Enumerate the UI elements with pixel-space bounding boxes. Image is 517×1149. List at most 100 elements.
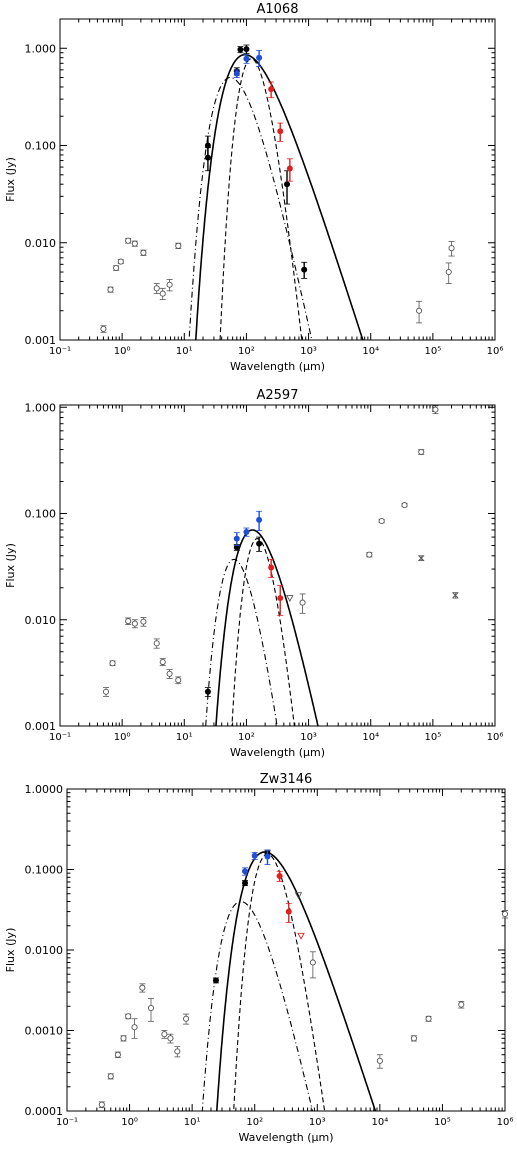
data-point <box>301 266 308 273</box>
x-tick-label: 10⁴ <box>362 732 379 743</box>
data-point <box>242 879 249 886</box>
data-point <box>268 564 275 571</box>
y-tick-label: 1.0000 <box>25 783 64 796</box>
data-point <box>153 640 160 647</box>
chart-title: Zw3146 <box>260 772 313 787</box>
data-point <box>401 502 408 509</box>
x-axis-label: Wavelength (μm) <box>230 746 325 759</box>
y-axis-label: Flux (Jy) <box>4 928 17 973</box>
data-point <box>432 406 439 413</box>
x-tick-label: 10⁶ <box>487 346 504 357</box>
data-point <box>299 599 306 606</box>
y-tick-label: 0.100 <box>25 508 57 521</box>
data-point <box>175 242 182 249</box>
data-point <box>237 46 244 53</box>
data-point <box>425 1015 432 1022</box>
plot-frame <box>59 404 496 727</box>
data-point <box>125 237 132 244</box>
plot-frame <box>59 18 496 341</box>
data-point <box>107 1073 114 1080</box>
x-tick-label: 10¹ <box>184 1117 201 1128</box>
x-tick-label: 10¹ <box>176 346 193 357</box>
data-point <box>233 535 240 542</box>
data-point <box>366 551 373 558</box>
data-point <box>125 618 132 625</box>
data-point <box>174 1048 181 1055</box>
data-point <box>140 618 147 625</box>
y-axis-label: Flux (Jy) <box>4 157 17 202</box>
y-axis-label: Flux (Jy) <box>4 543 17 588</box>
x-tick-label: 10² <box>238 346 255 357</box>
y-tick-label: 0.010 <box>25 237 57 250</box>
x-tick-label: 10⁻¹ <box>49 346 71 357</box>
y-tick-label: 0.1000 <box>25 864 64 877</box>
data-point <box>251 852 258 859</box>
data-point <box>233 70 240 77</box>
data-point <box>268 86 275 93</box>
data-point <box>378 517 385 525</box>
data-point <box>107 286 114 293</box>
solid-model-curve <box>215 851 377 1111</box>
y-tick-label: 0.100 <box>25 140 57 153</box>
data-point <box>418 448 425 455</box>
data-point <box>452 592 459 599</box>
x-tick-label: 10² <box>238 732 255 743</box>
data-point <box>131 620 138 627</box>
x-tick-label: 10⁻¹ <box>56 1117 78 1128</box>
dotdash-model-curve <box>188 76 313 340</box>
x-tick-label: 10⁶ <box>487 732 504 743</box>
x-tick-label: 10⁰ <box>121 1117 138 1128</box>
data-point <box>212 977 219 984</box>
data-point <box>410 1035 417 1042</box>
x-tick-label: 10³ <box>300 346 317 357</box>
x-axis-label: Wavelength (μm) <box>238 1131 333 1144</box>
data-point <box>256 540 263 547</box>
y-tick-label: 0.001 <box>25 334 57 347</box>
y-tick-label: 1.000 <box>25 42 57 55</box>
upper-limit-point <box>286 595 294 603</box>
data-point <box>501 910 509 918</box>
chart-panel: A2597 10⁻¹ 10⁰ 10¹ 10² 10³ 10⁴ 10⁵ 10⁶ 0.001 0.010… <box>4 388 504 759</box>
solid-model-curve <box>194 53 364 340</box>
dash-model-curve <box>233 853 326 1111</box>
data-point <box>448 245 455 252</box>
data-point <box>256 54 263 61</box>
x-tick-label: 10⁵ <box>424 732 441 743</box>
data-point <box>445 268 452 276</box>
x-tick-label: 10⁶ <box>497 1117 514 1128</box>
x-tick-label: 10⁻¹ <box>49 732 71 743</box>
data-point <box>114 1051 121 1058</box>
data-point <box>147 1005 155 1012</box>
data-point <box>242 868 249 875</box>
y-tick-label: 0.0100 <box>25 944 64 957</box>
data-point <box>159 658 166 666</box>
x-tick-label: 10² <box>246 1117 263 1128</box>
chart-title: A2597 <box>257 388 299 403</box>
data-point <box>183 1015 190 1022</box>
plot-frame <box>66 788 506 1112</box>
data-point <box>120 1035 127 1042</box>
data-point <box>204 154 211 161</box>
data-point <box>309 959 316 966</box>
data-point <box>140 249 147 256</box>
data-point <box>166 670 173 677</box>
x-axis-label: Wavelength (μm) <box>230 360 325 373</box>
data-point <box>256 516 263 523</box>
data-point <box>100 325 107 332</box>
data-point <box>243 46 250 53</box>
dotdash-model-curve <box>205 558 278 726</box>
dash-model-curve <box>231 538 295 726</box>
chart-panel: A1068 10⁻¹ 10⁰ 10¹ 10² 10³ 10⁴ 10⁵ 10⁶ 0.001 0.010… <box>4 2 504 373</box>
data-point <box>113 264 120 272</box>
data-point <box>125 1013 132 1020</box>
y-tick-label: 1.000 <box>25 401 57 414</box>
x-tick-label: 10⁵ <box>434 1117 451 1128</box>
x-tick-label: 10⁵ <box>424 346 441 357</box>
data-point <box>109 660 116 667</box>
y-tick-label: 0.0001 <box>25 1105 64 1118</box>
dotdash-model-curve <box>201 900 314 1111</box>
x-tick-label: 10³ <box>300 732 317 743</box>
data-point <box>98 1101 105 1108</box>
y-tick-label: 0.001 <box>25 720 57 733</box>
